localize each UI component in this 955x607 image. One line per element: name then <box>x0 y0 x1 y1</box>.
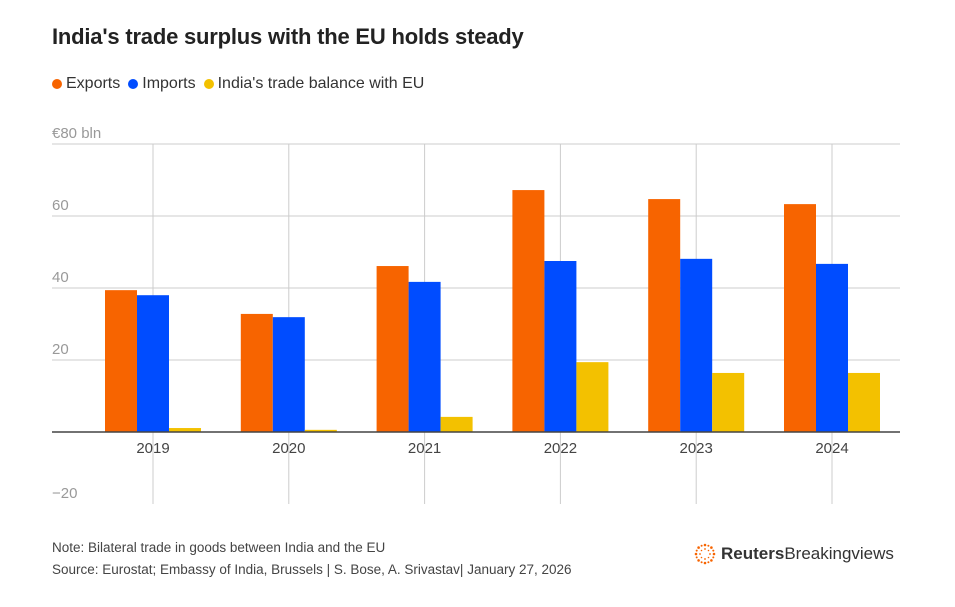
x-tick-label: 2020 <box>272 440 305 457</box>
legend-item-exports: Exports <box>52 75 120 93</box>
bar-exports-2024 <box>784 204 816 432</box>
bar-exports-2019 <box>105 290 137 432</box>
chart-title: India's trade surplus with the EU holds … <box>52 24 524 49</box>
bar-imports-2020 <box>272 317 305 432</box>
legend-item-imports: Imports <box>128 75 196 93</box>
bar-imports-2021 <box>408 281 441 432</box>
bar-india-s-trade-balance-with-eu-2022 <box>576 362 609 432</box>
bar-imports-2023 <box>680 258 713 432</box>
legend-swatch-exports <box>52 79 62 89</box>
bar-imports-2022 <box>544 261 577 432</box>
legend-swatch-imports <box>128 79 139 89</box>
source-text: Source: Eurostat; Embassy of India, Brus… <box>52 562 572 577</box>
x-tick-label: 2024 <box>815 440 848 457</box>
y-tick-label: 40 <box>52 269 69 286</box>
bar-india-s-trade-balance-with-eu-2024 <box>848 372 880 432</box>
x-tick-label: 2021 <box>408 440 441 457</box>
logo-product: Breakingviews <box>784 544 894 563</box>
note-text: Note: Bilateral trade in goods between I… <box>52 540 386 555</box>
legend: Exports Imports India's trade balance wi… <box>52 75 424 93</box>
bar-india-s-trade-balance-with-eu-2020 <box>304 429 337 432</box>
bar-exports-2023 <box>648 199 681 432</box>
reuters-logo-icon <box>694 543 716 565</box>
x-tick-label: 2022 <box>544 440 577 457</box>
y-tick-label: €80 bln <box>52 125 101 142</box>
bar-exports-2020 <box>240 313 273 432</box>
bar-india-s-trade-balance-with-eu-2021 <box>440 416 473 432</box>
bar-exports-2021 <box>376 266 409 432</box>
legend-label-balance: India's trade balance with EU <box>217 75 425 92</box>
legend-label-exports: Exports <box>66 75 121 92</box>
logo-brand: Reuters <box>721 544 785 563</box>
legend-swatch-balance <box>203 79 214 89</box>
y-tick-label: 60 <box>52 197 69 214</box>
legend-label-imports: Imports <box>142 75 196 92</box>
x-tick-label: 2023 <box>680 440 713 457</box>
legend-item-balance: India's trade balance with EU <box>203 75 425 93</box>
bar-india-s-trade-balance-with-eu-2019 <box>169 428 201 432</box>
reuters-breakingviews-logo: ReutersBreakingviews <box>694 543 894 565</box>
footnotes: Note: Bilateral trade in goods between I… <box>52 537 572 581</box>
y-tick-label: −20 <box>52 485 77 502</box>
y-tick-label: 20 <box>52 341 69 358</box>
x-tick-label: 2019 <box>136 440 169 457</box>
bar-exports-2022 <box>512 190 545 432</box>
bar-imports-2019 <box>137 295 169 432</box>
bar-india-s-trade-balance-with-eu-2023 <box>712 372 745 432</box>
bar-imports-2024 <box>816 263 848 432</box>
